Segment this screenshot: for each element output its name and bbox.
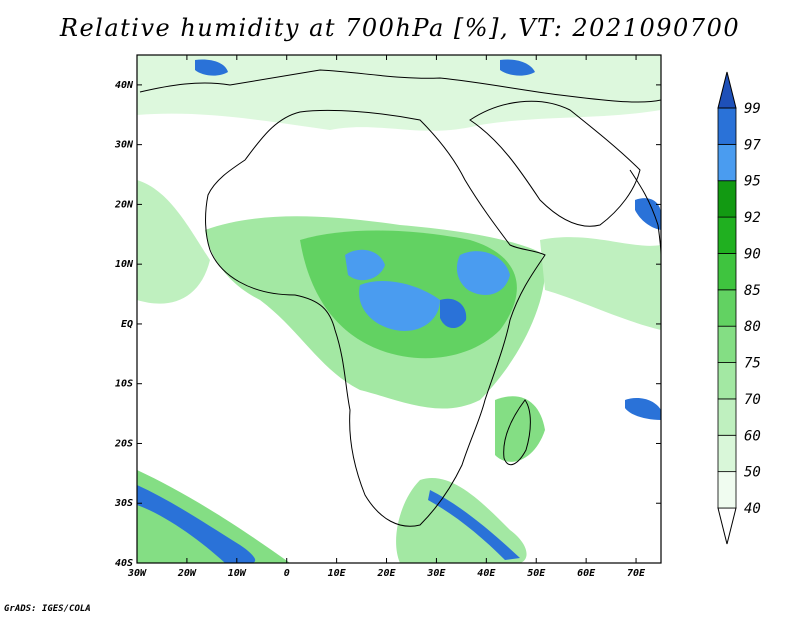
lat-tick-label: 10N [115,259,134,270]
lon-tick-label: 20E [376,568,396,579]
colorbar-segment [717,362,737,400]
credit-text: GrADS: IGES/COLA [4,604,91,614]
lat-tick-label: 20S [114,438,133,449]
africa-coastline [205,109,546,527]
colorbar-segment [717,216,737,254]
colorbar-level-label: 85 [744,283,761,299]
colorbar-segment [717,143,737,182]
lat-axis: 40S 30S 20S 10S EQ 10N 20N 30N 40N [114,80,661,569]
humidity-core-arabian-sea [635,198,661,230]
plot-frame [136,54,662,564]
humidity-core-cameroon [345,249,385,281]
humidity-core-iberia [195,59,228,76]
lat-tick-label: 40S [115,558,133,569]
humidity-patch-madagascar [495,396,545,462]
colorbar-level-label: 99 [744,101,761,117]
humidity-core-ethiopia [456,251,510,295]
colorbar-min-triangle [717,507,737,545]
humidity-core-med-east [500,59,535,76]
lat-tick-label: 10S [115,379,133,390]
lat-tick-label: 30S [114,498,133,509]
colorbar-level-label: 92 [744,210,761,226]
colorbar-level-label: 50 [744,465,761,481]
colorbar-level-label: 90 [744,246,761,262]
humidity-patch-atlantic [137,180,210,304]
colorbar-max-triangle [717,71,737,109]
europe-coast [139,69,661,103]
colorbar-level-label: 80 [744,319,761,335]
colorbar-level-label: 75 [744,356,761,372]
lon-tick-label: 30W [127,568,147,579]
lon-tick-label: 60E [577,568,596,579]
lon-tick-label: 30E [426,568,446,579]
colorbar-level-label: 70 [744,392,761,408]
humidity-patch-indian-ocean [540,237,661,330]
lon-tick-label: 70E [627,568,646,579]
humidity-patch-sw-band [137,485,256,563]
lon-tick-label: 10W [228,568,247,579]
lat-tick-label: 20N [114,199,134,210]
colorbar-segment [717,471,737,509]
colorbar-segment [717,289,737,327]
colorbar-segment [717,107,737,145]
lon-tick-label: 10E [328,568,347,579]
lat-tick-label: 40N [115,80,134,91]
colorbar: 40 50 60 70 75 80 85 90 92 95 97 99 [717,71,761,545]
colorbar-segment [717,398,737,436]
arabia-coast [469,100,641,227]
colorbar-level-label: 97 [744,137,761,153]
lat-tick-label: 30N [114,140,134,151]
humidity-core-congo [359,280,440,331]
colorbar-level-label: 60 [744,428,761,444]
colorbar-segment [717,253,737,291]
humidity-core-lakes [440,298,467,329]
colorbar-segment [717,325,737,363]
colorbar-level-label: 40 [744,501,761,517]
lon-tick-label: 50E [527,568,546,579]
humidity-field [137,55,661,563]
page-title: Relative humidity at 700hPa [%], VT: 202… [59,14,741,42]
humidity-patch-se-band [428,490,520,560]
madagascar-coast [503,399,531,466]
lon-axis: 30W 20W 10W 0 10E 20E 30E 40E 50E 60E 70E [127,55,646,579]
lon-tick-label: 40E [477,568,496,579]
lon-tick-label: 20W [177,568,197,579]
lon-tick-label: 0 [284,568,290,579]
colorbar-segment [717,434,737,473]
humidity-patch-south-atlantic [137,470,290,563]
colorbar-level-label: 95 [744,174,761,190]
humidity-core-southern-indian [625,398,661,420]
lat-tick-label: EQ [121,319,133,330]
colorbar-segment [717,180,737,218]
